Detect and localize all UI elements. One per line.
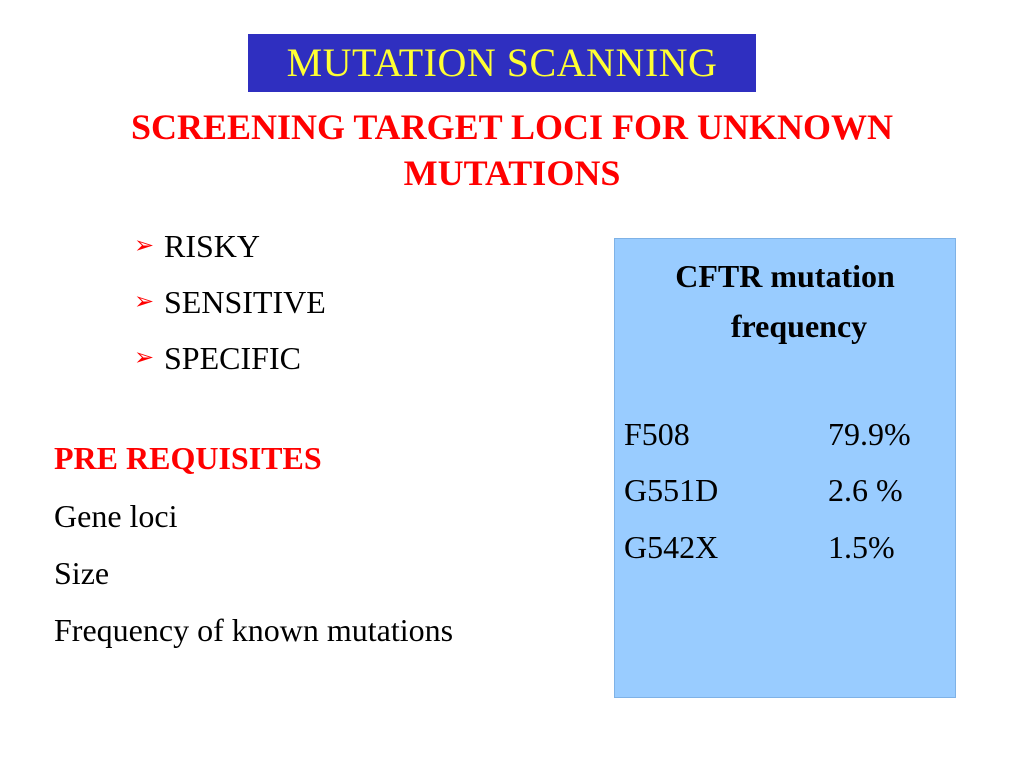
- bullet-label: SPECIFIC: [164, 340, 301, 376]
- arrow-bullet-icon: ➢: [134, 233, 155, 259]
- cftr-title-line-1: CFTR mutation: [675, 258, 895, 294]
- cftr-row-f508: F508 79.9%: [624, 414, 911, 454]
- bullet-item-sensitive: ➢ SENSITIVE: [134, 274, 326, 330]
- mutation-name: G551D: [624, 472, 719, 508]
- prerequisites-heading: PRE REQUISITES: [54, 440, 322, 476]
- cftr-box-title: CFTR mutation frequency: [615, 251, 955, 351]
- bullet-item-risky: ➢ RISKY: [134, 218, 326, 274]
- cftr-row-g551d: G551D 2.6 %: [624, 470, 903, 510]
- arrow-bullet-icon: ➢: [134, 345, 155, 371]
- subtitle-line-2: MUTATIONS: [403, 153, 621, 193]
- arrow-bullet-icon: ➢: [134, 289, 155, 315]
- prerequisites-list: Gene loci Size Frequency of known mutati…: [54, 496, 453, 667]
- subtitle-line-1: SCREENING TARGET LOCI FOR UNKNOWN: [130, 107, 894, 147]
- slide-title: MUTATION SCANNING: [248, 34, 756, 92]
- slide-subtitle: SCREENING TARGET LOCI FOR UNKNOWN MUTATI…: [60, 104, 964, 196]
- cftr-frequency-box: CFTR mutation frequency: [614, 238, 956, 698]
- prerequisite-item: Frequency of known mutations: [54, 612, 454, 648]
- mutation-frequency: 2.6 %: [828, 472, 903, 508]
- cftr-row-g542x: G542X 1.5%: [624, 527, 895, 567]
- mutation-name: G542X: [624, 529, 719, 565]
- bullet-label: RISKY: [164, 228, 261, 264]
- cftr-title-line-2: frequency: [730, 308, 868, 344]
- prerequisite-item: Size: [54, 555, 110, 591]
- mutation-frequency: 1.5%: [828, 529, 895, 565]
- prerequisite-item: Gene loci: [54, 498, 178, 534]
- mutation-name: F508: [624, 416, 690, 452]
- bullet-label: SENSITIVE: [164, 284, 326, 320]
- property-bullet-list: ➢ RISKY ➢ SENSITIVE ➢ SPECIFIC: [134, 218, 326, 386]
- bullet-item-specific: ➢ SPECIFIC: [134, 330, 326, 386]
- mutation-frequency: 79.9%: [828, 416, 911, 452]
